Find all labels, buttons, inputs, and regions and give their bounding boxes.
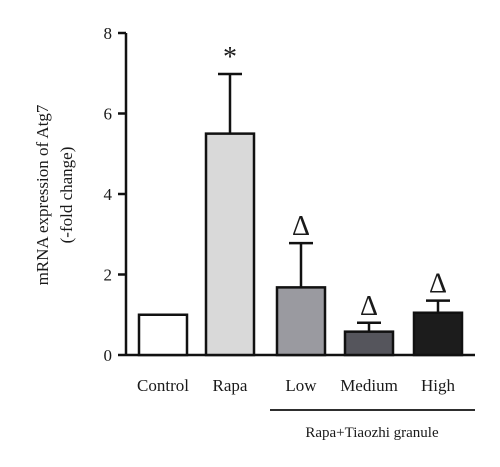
y-tick-label: 6 [104,105,113,124]
bars [137,132,464,357]
y-tick-label: 0 [104,346,113,365]
y-ticks: 0 2 4 6 8 [104,24,126,365]
x-tick-label: Medium [340,376,398,395]
group-label: Rapa+Tiaozhi granule [305,425,439,441]
bar [343,330,395,357]
bar [412,311,464,357]
y-tick-label: 4 [104,185,113,204]
x-tick-label: High [421,376,456,395]
error-bars [218,72,450,332]
bar [137,313,189,357]
significance-marker: Δ [360,291,378,322]
y-tick-label: 2 [104,266,113,285]
bar [204,132,256,357]
y-tick-label: 8 [104,24,113,43]
x-tick-label: Low [285,376,317,395]
y-axis-title-line2: (-fold change) [57,147,76,244]
x-tick-label: Rapa [213,376,248,395]
significance-marker: * [223,42,237,73]
significance-marker: Δ [292,211,310,242]
significance-annotations: * Δ Δ Δ [223,42,447,322]
significance-marker: Δ [429,269,447,300]
y-axis-title-line1: mRNA expression of Atg7 [33,104,52,285]
x-tick-labels: Control Rapa Low Medium High [137,376,455,395]
x-tick-label: Control [137,376,189,395]
bar [275,286,327,357]
